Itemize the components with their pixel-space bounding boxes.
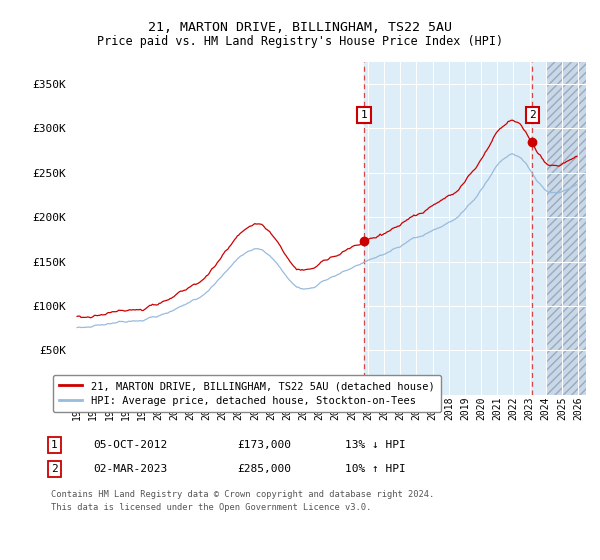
Text: 05-OCT-2012: 05-OCT-2012	[93, 440, 167, 450]
Text: £173,000: £173,000	[237, 440, 291, 450]
Text: 21, MARTON DRIVE, BILLINGHAM, TS22 5AU: 21, MARTON DRIVE, BILLINGHAM, TS22 5AU	[148, 21, 452, 34]
Text: 13% ↓ HPI: 13% ↓ HPI	[345, 440, 406, 450]
Text: £285,000: £285,000	[237, 464, 291, 474]
Text: This data is licensed under the Open Government Licence v3.0.: This data is licensed under the Open Gov…	[51, 503, 371, 512]
Text: 2: 2	[51, 464, 58, 474]
Text: 2: 2	[529, 110, 536, 120]
Text: Contains HM Land Registry data © Crown copyright and database right 2024.: Contains HM Land Registry data © Crown c…	[51, 489, 434, 499]
Legend: 21, MARTON DRIVE, BILLINGHAM, TS22 5AU (detached house), HPI: Average price, det: 21, MARTON DRIVE, BILLINGHAM, TS22 5AU (…	[53, 375, 441, 412]
Text: 1: 1	[51, 440, 58, 450]
Bar	[364, 62, 546, 395]
Bar	[546, 62, 586, 395]
Text: 10% ↑ HPI: 10% ↑ HPI	[345, 464, 406, 474]
Text: 02-MAR-2023: 02-MAR-2023	[93, 464, 167, 474]
Text: Price paid vs. HM Land Registry's House Price Index (HPI): Price paid vs. HM Land Registry's House …	[97, 35, 503, 48]
Text: 1: 1	[361, 110, 367, 120]
